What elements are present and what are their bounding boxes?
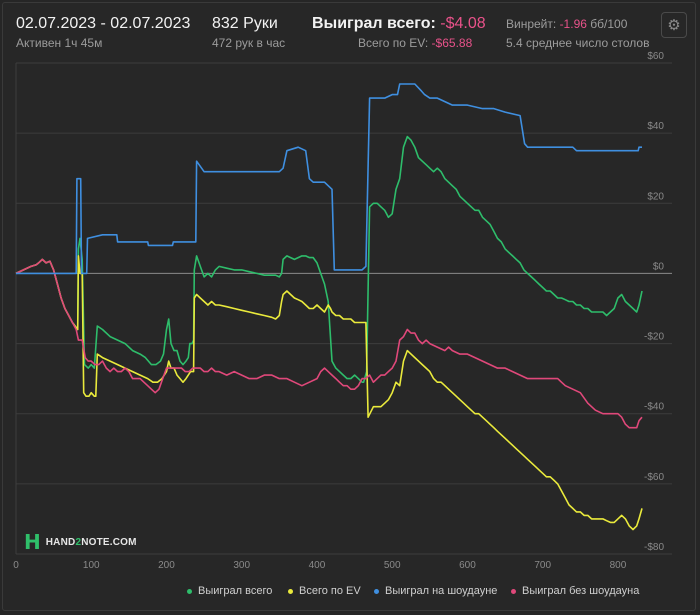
x-tick-label: 500 <box>384 560 401 571</box>
legend-dot-icon <box>511 588 516 594</box>
legend-dot-icon <box>187 588 192 594</box>
x-tick-label: 700 <box>534 560 551 571</box>
series-line-ev-total <box>15 255 643 531</box>
legend-label: Всего по EV <box>299 585 361 597</box>
active-time: Активен 1ч 45м <box>16 36 103 50</box>
legend-dot-icon <box>374 588 379 594</box>
legend-label: Выиграл на шоудауне <box>385 585 498 597</box>
legend-item-won-total[interactable]: Выиграл всего <box>187 585 272 597</box>
grid-lines <box>15 62 672 555</box>
x-axis-ticks: 0 100 200 300 400 500 600 700 800 <box>13 560 626 571</box>
series-line-won-total <box>15 135 643 383</box>
ev-total-label: Всего по EV: <box>358 36 429 50</box>
ev-total-value: -$65.88 <box>431 36 473 50</box>
legend-item-showdown[interactable]: Выиграл на шоудауне <box>374 585 497 597</box>
x-tick-label: 200 <box>158 560 175 571</box>
y-tick-label: -$60 <box>644 472 664 483</box>
ev-total: Всего по EV: -$65.88 <box>358 36 472 50</box>
won-total-value: -$4.08 <box>440 15 486 32</box>
x-tick-label: 600 <box>459 560 476 571</box>
date-range: 02.07.2023 - 02.07.2023 <box>16 15 191 32</box>
series-line-non-showdown <box>15 258 643 429</box>
y-tick-label: -$20 <box>644 332 664 343</box>
series-lines <box>15 83 643 531</box>
gear-icon: ⚙ <box>667 17 681 34</box>
x-tick-label: 800 <box>610 560 627 571</box>
hands-count: 832 Руки <box>212 15 278 32</box>
y-tick-label: $40 <box>647 121 664 132</box>
y-tick-label: $0 <box>653 261 665 272</box>
y-tick-label: -$80 <box>644 542 664 553</box>
hands-per-hour: 472 рук в час <box>212 36 286 50</box>
legend-dot-icon <box>288 588 293 594</box>
logo-text-part1: HAND <box>45 536 76 548</box>
hand2note-logo: H HAND2NOTE.COM <box>24 530 137 554</box>
settings-button[interactable]: ⚙ <box>661 12 687 38</box>
won-total: Выиграл всего: -$4.08 <box>312 15 486 33</box>
y-axis-ticks: $60 $40 $20 $0 -$20 -$40 -$60 -$80 <box>644 51 664 553</box>
y-tick-label: $20 <box>647 191 664 202</box>
avg-tables: 5.4 среднее число столов <box>506 36 650 50</box>
x-tick-label: 300 <box>233 560 250 571</box>
x-tick-label: 400 <box>309 560 326 571</box>
legend-label: Выиграл всего <box>198 585 273 597</box>
logo-text-part3: NOTE.COM <box>81 536 137 548</box>
legend-item-ev-total[interactable]: Всего по EV <box>288 585 361 597</box>
y-tick-label: -$40 <box>644 402 664 413</box>
logo-text-part2: 2 <box>75 536 82 548</box>
won-total-label: Выиграл всего: <box>312 15 436 32</box>
y-tick-label: $60 <box>647 51 664 62</box>
legend-item-non-showdown[interactable]: Выиграл без шоудауна <box>511 585 639 597</box>
x-tick-label: 0 <box>13 560 19 571</box>
x-tick-label: 100 <box>83 560 100 571</box>
logo-text: HAND2NOTE.COM <box>46 537 137 548</box>
winrate-label: Винрейт: <box>506 17 557 31</box>
logo-mark: H <box>24 530 41 554</box>
winrate-value: -1.96 <box>559 17 587 31</box>
winrate: Винрейт: -1.96 бб/100 <box>506 17 627 31</box>
winrate-unit: бб/100 <box>590 17 628 31</box>
series-line-showdown <box>16 83 642 275</box>
legend-label: Выиграл без шоудауна <box>522 585 640 597</box>
